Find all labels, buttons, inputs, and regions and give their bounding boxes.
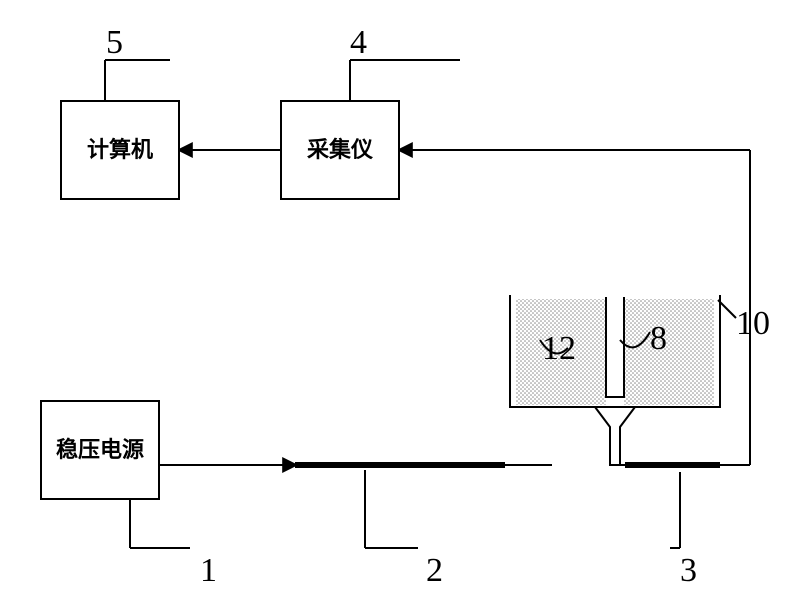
- computer-box: 计算机: [60, 100, 180, 200]
- diagram-stage: 计算机 采集仪 稳压电源 5 4 1 2 3 10 8 12: [0, 0, 800, 606]
- label-5: 5: [106, 24, 123, 62]
- label-10: 10: [736, 305, 770, 343]
- label-2: 2: [426, 552, 443, 590]
- diagram-svg: [0, 0, 800, 606]
- power-box: 稳压电源: [40, 400, 160, 500]
- label-3: 3: [680, 552, 697, 590]
- label-4: 4: [350, 24, 367, 62]
- computer-label: 计算机: [87, 137, 153, 163]
- label-8: 8: [650, 320, 667, 358]
- label-1: 1: [200, 552, 217, 590]
- collector-label: 采集仪: [307, 137, 373, 163]
- label-12: 12: [542, 330, 576, 368]
- power-label: 稳压电源: [56, 437, 144, 463]
- collector-box: 采集仪: [280, 100, 400, 200]
